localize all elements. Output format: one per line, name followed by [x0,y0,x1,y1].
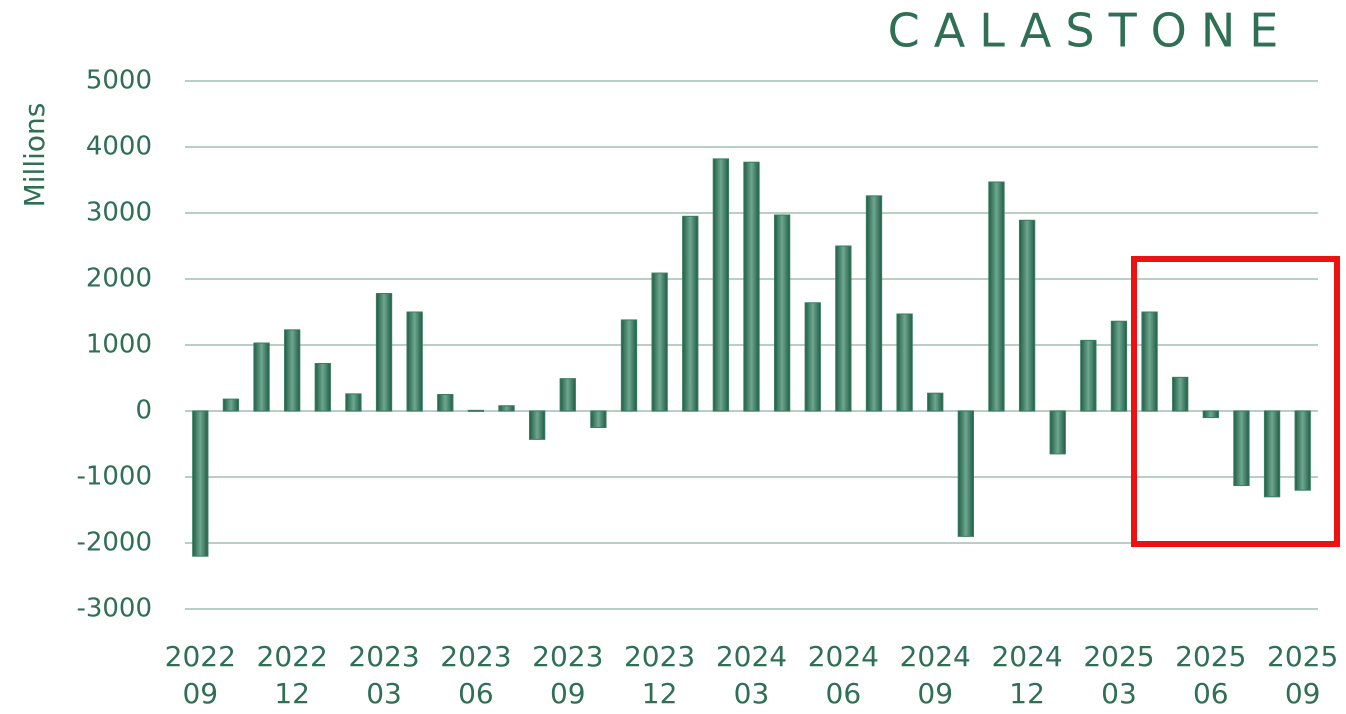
x-tick-label: 2023 06 [440,640,512,710]
bar [528,410,546,440]
bar [835,245,852,412]
bar [437,394,454,412]
bar [773,214,791,412]
x-tick-label: 2025 03 [1083,640,1155,710]
x-tick-label: 2023 03 [348,640,420,710]
bar [467,409,485,412]
bar [988,181,1005,412]
x-tick-label: 2023 09 [532,640,604,710]
bar [314,362,331,412]
bar [1172,376,1189,412]
y-tick-label: 5000 [86,66,152,96]
bar [957,410,975,537]
bar [192,410,209,557]
x-tick-label: 2025 09 [1267,640,1339,710]
bar [222,398,240,412]
x-tick-label: 2022 12 [256,640,328,710]
bar [1233,410,1250,487]
bars [192,158,1311,557]
highlight-box [1131,256,1340,547]
bar [804,302,821,412]
bar [498,405,515,412]
y-tick-label: -3000 [76,594,152,624]
bar [682,215,699,412]
x-tick-label: 2022 09 [164,640,236,710]
y-tick-label: 0 [135,396,152,426]
bar [651,272,668,412]
bar [865,195,883,412]
bar [1141,311,1158,412]
bar [375,293,393,412]
x-tick-label: 2024 06 [807,640,879,710]
bar [1294,410,1311,491]
y-axis-label: Millions [18,103,51,208]
x-tick-label: 2023 12 [623,640,696,710]
x-tick-label: 2024 03 [715,640,788,710]
bar [406,311,423,412]
bar [1080,339,1097,412]
bar [1202,410,1219,419]
x-tick-label: 2025 06 [1175,640,1247,710]
bar [284,329,301,412]
bar [896,313,913,412]
bar [620,319,638,412]
bar [743,161,760,412]
bar [1263,410,1281,498]
y-tick-label: 2000 [86,264,152,294]
bar [559,378,576,412]
bar [1110,320,1128,412]
y-tick-label: -2000 [76,528,152,558]
y-tick-label: -1000 [76,462,152,492]
logo: CALASTONE [888,4,1293,58]
bar [345,393,362,412]
y-tick-label: 4000 [86,132,152,162]
x-tick-label: 2024 09 [899,640,971,710]
bar [590,410,607,428]
bar [712,158,730,412]
y-tick-label: 1000 [86,330,152,360]
bar [927,392,944,412]
bar [1018,219,1036,412]
bar [253,342,270,412]
y-tick-label: 3000 [86,198,152,228]
x-tick-label: 2024 12 [991,640,1063,710]
bar [1049,410,1066,455]
